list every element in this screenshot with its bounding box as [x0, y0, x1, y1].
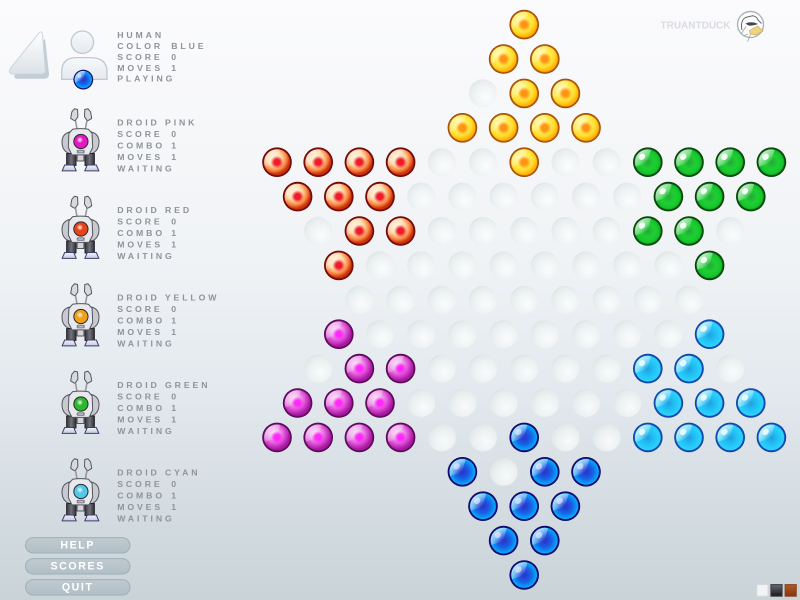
- svg-text:HUMAN: HUMAN: [117, 30, 164, 40]
- svg-text:0: 0: [171, 392, 179, 402]
- svg-text:1: 1: [171, 239, 179, 249]
- svg-text:1: 1: [171, 228, 179, 238]
- svg-text:SCORES: SCORES: [51, 561, 105, 573]
- svg-text:MOVES: MOVES: [117, 63, 163, 73]
- svg-text:MOVES: MOVES: [117, 414, 163, 424]
- svg-text:COMBO: COMBO: [117, 403, 165, 413]
- svg-text:COMBO: COMBO: [117, 141, 165, 151]
- svg-text:DROID RED: DROID RED: [117, 205, 192, 215]
- svg-text:TRUANTDUCK: TRUANTDUCK: [661, 21, 732, 32]
- svg-text:SCORE: SCORE: [117, 479, 162, 489]
- svg-text:1: 1: [171, 152, 179, 162]
- svg-text:COMBO: COMBO: [117, 228, 165, 238]
- svg-text:0: 0: [171, 129, 179, 139]
- svg-text:SCORE: SCORE: [117, 52, 162, 62]
- svg-text:SCORE: SCORE: [117, 129, 162, 139]
- svg-text:WAITING: WAITING: [117, 513, 174, 523]
- svg-text:DROID GREEN: DROID GREEN: [117, 380, 210, 390]
- svg-text:1: 1: [171, 414, 179, 424]
- svg-text:MOVES: MOVES: [117, 327, 163, 337]
- svg-text:WAITING: WAITING: [117, 251, 174, 261]
- svg-text:SCORE: SCORE: [117, 304, 162, 314]
- svg-text:SCORE: SCORE: [117, 217, 162, 227]
- svg-text:WAITING: WAITING: [117, 338, 174, 348]
- svg-text:PLAYING: PLAYING: [117, 74, 175, 84]
- svg-text:1: 1: [171, 141, 179, 151]
- svg-text:MOVES: MOVES: [117, 239, 163, 249]
- svg-text:MOVES: MOVES: [117, 152, 163, 162]
- svg-text:1: 1: [171, 327, 179, 337]
- svg-text:WAITING: WAITING: [117, 163, 174, 173]
- svg-text:COLOR: COLOR: [117, 41, 163, 51]
- svg-text:DROID PINK: DROID PINK: [117, 118, 197, 128]
- svg-text:0: 0: [171, 52, 179, 62]
- svg-text:HELP: HELP: [60, 540, 95, 552]
- svg-text:1: 1: [171, 502, 179, 512]
- svg-text:0: 0: [171, 479, 179, 489]
- svg-text:WAITING: WAITING: [117, 426, 174, 436]
- svg-text:BLUE: BLUE: [171, 41, 206, 51]
- svg-text:0: 0: [171, 304, 179, 314]
- svg-text:1: 1: [171, 316, 179, 326]
- svg-text:DROID CYAN: DROID CYAN: [117, 468, 200, 478]
- svg-text:MOVES: MOVES: [117, 502, 163, 512]
- svg-text:COMBO: COMBO: [117, 491, 165, 501]
- svg-text:SCORE: SCORE: [117, 392, 162, 402]
- svg-text:1: 1: [171, 491, 179, 501]
- svg-text:0: 0: [171, 217, 179, 227]
- svg-text:QUIT: QUIT: [62, 582, 94, 594]
- svg-text:1: 1: [171, 63, 179, 73]
- svg-text:DROID YELLOW: DROID YELLOW: [117, 293, 219, 303]
- svg-text:COMBO: COMBO: [117, 316, 165, 326]
- svg-text:1: 1: [171, 403, 179, 413]
